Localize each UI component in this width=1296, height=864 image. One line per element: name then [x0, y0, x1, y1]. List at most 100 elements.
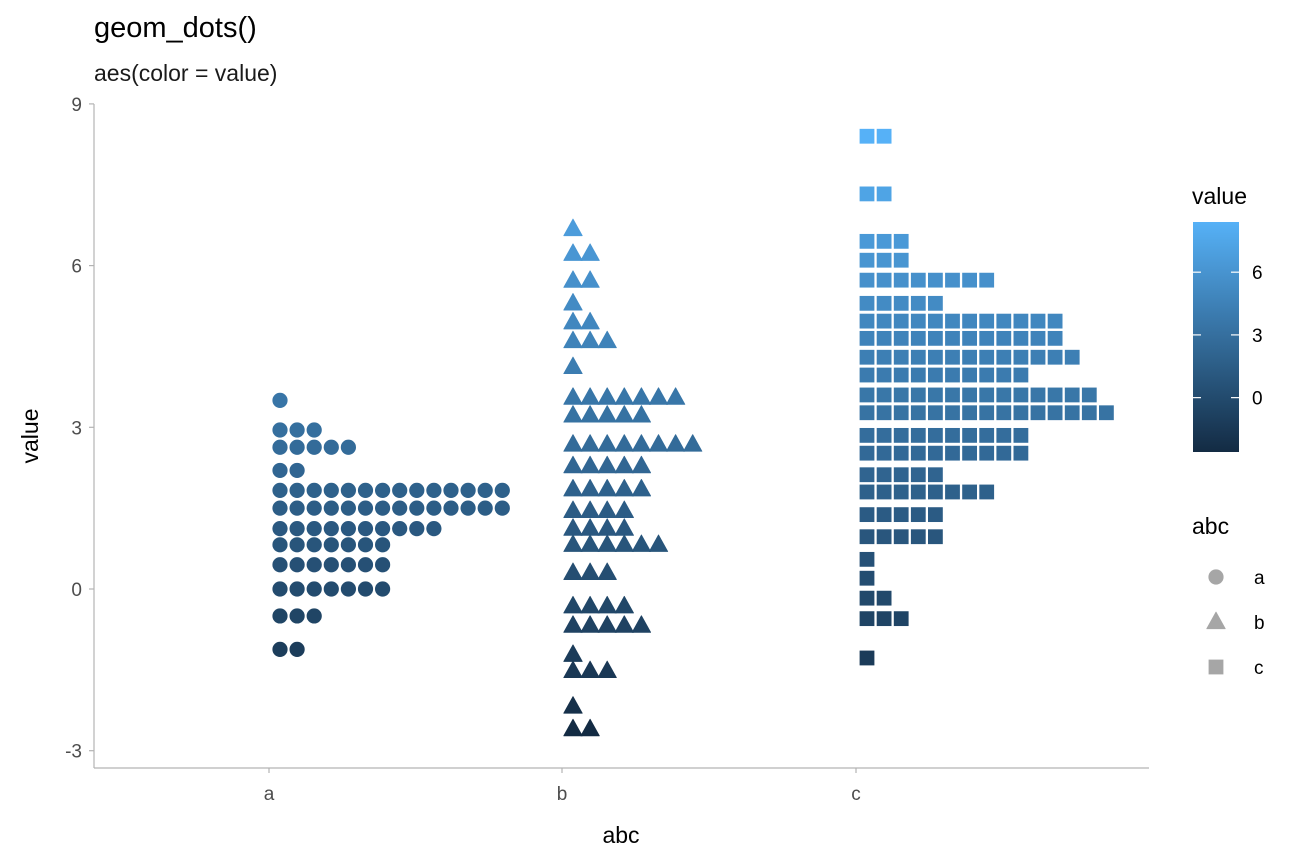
dot-b — [563, 696, 583, 714]
dot-c — [910, 507, 926, 523]
dot-c — [1030, 405, 1046, 421]
dot-a — [426, 482, 442, 498]
dot-a — [340, 581, 356, 597]
dot-b — [614, 595, 634, 614]
dot-a — [272, 581, 288, 597]
legend-key-a — [1208, 569, 1224, 585]
dot-c — [1013, 367, 1029, 383]
dot-c — [996, 405, 1012, 421]
dot-b — [597, 330, 617, 349]
dot-c — [979, 349, 995, 365]
dot-b — [563, 243, 583, 261]
dot-c — [928, 467, 943, 483]
legend-label-c: c — [1254, 658, 1264, 679]
dot-c — [876, 445, 892, 461]
dot-b — [563, 330, 583, 349]
dot-a — [289, 422, 305, 438]
shape-legend-title: abc — [1192, 513, 1229, 539]
dot-c — [979, 313, 995, 329]
dot-b — [563, 478, 583, 497]
dot-a — [306, 608, 322, 624]
dot-c — [893, 252, 909, 268]
dot-c — [893, 405, 909, 421]
dot-b — [597, 405, 617, 423]
dot-b — [631, 387, 652, 405]
dot-c — [859, 387, 875, 403]
dot-c — [928, 387, 943, 403]
dot-b — [563, 562, 583, 580]
dot-a — [306, 439, 322, 455]
dot-b — [597, 434, 617, 452]
dot-a — [375, 581, 391, 597]
dot-c — [996, 349, 1012, 365]
dot-c — [1081, 405, 1097, 421]
dot-b — [597, 455, 617, 474]
dot-c — [910, 367, 926, 383]
dot-c — [859, 551, 875, 567]
dot-c — [996, 427, 1012, 443]
dot-a — [494, 482, 510, 498]
dot-c — [962, 313, 977, 329]
dot-c — [945, 330, 960, 346]
dot-c — [893, 387, 909, 403]
dot-b — [665, 387, 686, 405]
dot-b — [631, 405, 652, 423]
dot-c — [979, 445, 995, 461]
dot-b — [597, 387, 617, 405]
dot-b — [648, 387, 669, 405]
dot-a — [357, 537, 374, 553]
dot-a — [340, 482, 356, 498]
dot-c — [962, 484, 977, 500]
dot-c — [876, 484, 892, 500]
dot-b — [614, 534, 634, 552]
dot-a — [340, 500, 356, 516]
dot-c — [859, 252, 875, 268]
dot-c — [859, 330, 875, 346]
dot-c — [928, 349, 943, 365]
dot-b — [580, 434, 600, 452]
dot-b — [614, 518, 634, 536]
dot-c — [859, 529, 875, 545]
dot-c — [928, 295, 943, 311]
dot-c — [859, 650, 875, 666]
dot-a — [357, 521, 374, 537]
dot-c — [928, 313, 943, 329]
dot-a — [375, 482, 391, 498]
dot-c — [910, 313, 926, 329]
dot-c — [876, 590, 892, 606]
dot-b — [563, 660, 583, 679]
dot-c — [893, 330, 909, 346]
dot-c — [1099, 405, 1114, 421]
dot-c — [979, 367, 995, 383]
dot-b — [614, 500, 634, 518]
dot-c — [962, 349, 977, 365]
x-axis-title: abc — [602, 822, 639, 848]
dot-c — [893, 349, 909, 365]
dot-c — [928, 367, 943, 383]
dot-c — [859, 590, 875, 606]
dot-c — [1013, 427, 1029, 443]
dot-c — [1047, 387, 1063, 403]
dot-b — [580, 500, 600, 518]
dot-a — [323, 557, 339, 573]
dot-a — [409, 482, 425, 498]
dot-c — [945, 367, 960, 383]
dot-a — [323, 439, 339, 455]
dot-c — [859, 349, 875, 365]
dot-b — [648, 534, 669, 552]
legend-label-a: a — [1254, 568, 1265, 589]
dot-c — [962, 387, 977, 403]
dot-c — [1030, 313, 1046, 329]
dot-c — [859, 507, 875, 523]
dot-b — [580, 518, 600, 536]
dot-a — [392, 500, 408, 516]
dot-c — [876, 349, 892, 365]
dot-a — [289, 581, 305, 597]
dot-b — [614, 455, 634, 474]
dot-a — [306, 557, 322, 573]
dot-c — [859, 295, 875, 311]
dot-c — [1013, 313, 1029, 329]
dot-c — [876, 330, 892, 346]
dot-c — [928, 484, 943, 500]
dot-c — [876, 427, 892, 443]
